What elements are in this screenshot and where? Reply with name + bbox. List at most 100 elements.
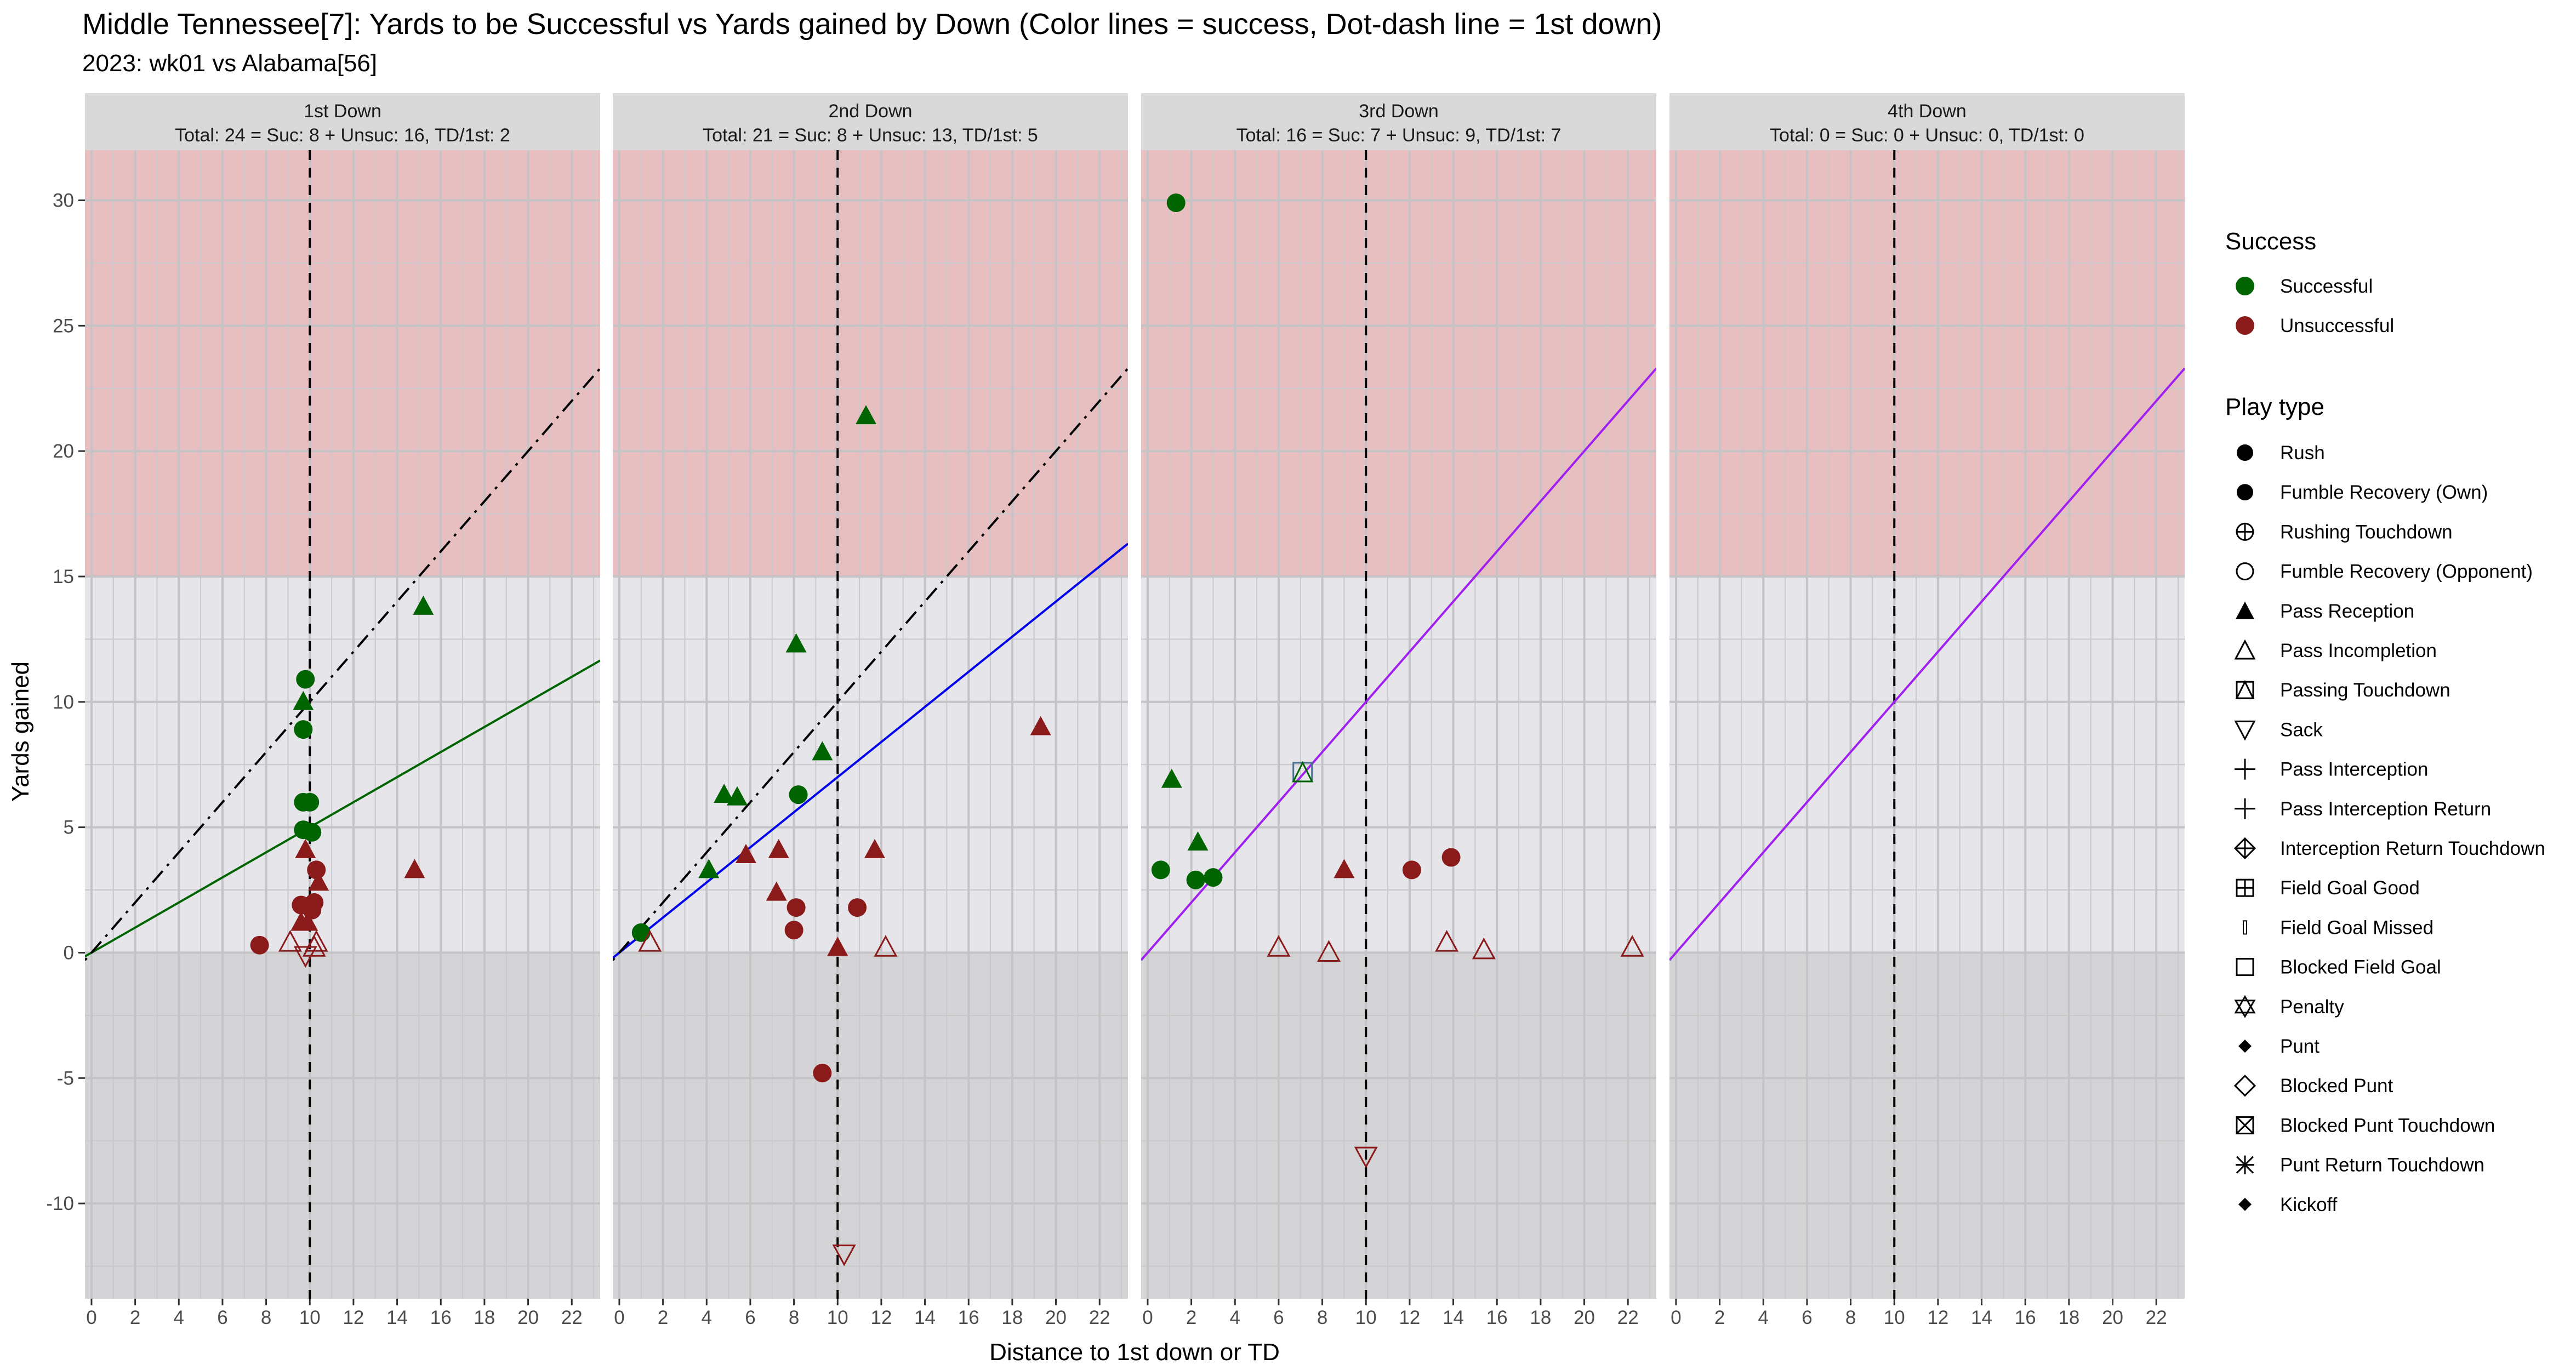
- x-tick-label: 4: [174, 1307, 184, 1328]
- data-point: [1166, 193, 1186, 213]
- y-tick-label: -10: [46, 1193, 74, 1214]
- negative-yards-band: [1141, 952, 1656, 1299]
- circle-marker: [787, 898, 806, 917]
- x-tick-label: 4: [1230, 1307, 1240, 1328]
- x-tick-label: 2: [658, 1307, 668, 1328]
- x-tick-label: 10: [827, 1307, 848, 1328]
- panel-grid: [85, 150, 600, 1299]
- plus-icon: [2235, 838, 2255, 858]
- chart-title: Middle Tennessee[7]: Yards to be Success…: [82, 8, 1662, 41]
- circle-marker: [1441, 848, 1461, 867]
- facet-panel: 3rd Down Total: 16 = Suc: 7 + Unsuc: 9, T…: [1141, 93, 1656, 1328]
- triangle-marker: [1161, 768, 1182, 788]
- y-tick-label: 25: [53, 315, 74, 336]
- data-point: [300, 792, 320, 812]
- filled-triangle-icon: [2236, 601, 2254, 619]
- x-tick-label: 6: [1273, 1307, 1284, 1328]
- circle-marker: [631, 923, 651, 942]
- x-tick-label: 12: [343, 1307, 364, 1328]
- legend-playtype-title: Play type: [2225, 393, 2324, 420]
- legend-shape-key: [2234, 995, 2256, 1018]
- legend-shape-key: [2238, 1040, 2252, 1053]
- x-tick-label: 16: [2015, 1307, 2036, 1328]
- facet-title: 3rd Down: [1359, 101, 1439, 122]
- triangle-marker: [1292, 761, 1314, 783]
- data-point: [1187, 831, 1209, 851]
- legend-shape-key: [2236, 1155, 2254, 1174]
- legend: Success Successful Unsuccessful Play type Ru…: [2225, 228, 2545, 1215]
- data-point: [766, 881, 787, 901]
- data-point: [296, 670, 315, 689]
- data-point: [813, 1064, 832, 1083]
- legend-success-title: Success: [2225, 228, 2316, 255]
- data-point: [295, 838, 316, 858]
- data-point: [1151, 860, 1170, 880]
- legend-playtype-label: Fumble Recovery (Own): [2280, 482, 2488, 503]
- legend-playtype-label: Rushing Touchdown: [2280, 521, 2453, 543]
- data-point: [735, 843, 756, 863]
- legend-playtype-label: Sack: [2280, 719, 2323, 740]
- over-15-yards-band: [1141, 150, 1656, 576]
- x-tick-label: 8: [789, 1307, 799, 1328]
- negative-yards-band: [85, 952, 600, 1299]
- negative-yards-band: [613, 952, 1128, 1299]
- open-triangle-marker: [638, 930, 662, 952]
- square-icon: [2236, 1116, 2254, 1134]
- circle-marker: [848, 898, 867, 917]
- x-tick-label: 6: [217, 1307, 227, 1328]
- facet-title: 2nd Down: [828, 101, 912, 122]
- data-point: [297, 911, 318, 931]
- success-threshold-line: [1141, 367, 1656, 961]
- y-tick-label: -5: [57, 1068, 74, 1089]
- legend-shape-key: [2237, 444, 2253, 461]
- facet-summary: Total: 16 = Suc: 7 + Unsuc: 9, TD/1st: 7: [1236, 125, 1561, 146]
- data-point: [1620, 935, 1644, 957]
- success-threshold-line: [613, 543, 1128, 959]
- facet-strip: [1141, 93, 1656, 150]
- open-triangle-marker: [278, 930, 302, 952]
- legend-shape-key: [2236, 958, 2254, 977]
- facet-panel: 4th Down Total: 0 = Suc: 0 + Unsuc: 0, TD…: [1669, 93, 2185, 1328]
- triangle-marker: [413, 595, 434, 615]
- facet-summary: Total: 0 = Suc: 0 + Unsuc: 0, TD/1st: 0: [1770, 125, 2084, 146]
- triangle-marker: [1187, 831, 1209, 851]
- data-point: [1204, 868, 1223, 887]
- data-points: [250, 595, 434, 968]
- data-points: [631, 405, 1051, 1266]
- data-point: [1472, 937, 1496, 960]
- legend-success-label: Successful: [2280, 276, 2373, 297]
- x-tick-label: 2: [130, 1307, 140, 1328]
- circle-marker: [789, 785, 808, 804]
- legend-playtype-label: Pass Incompletion: [2280, 640, 2437, 661]
- data-point: [787, 898, 806, 917]
- data-point: [413, 595, 434, 615]
- x-tick-label: 18: [1530, 1307, 1551, 1328]
- x-tick-label: 16: [1486, 1307, 1508, 1328]
- x-tick-label: 8: [1317, 1307, 1327, 1328]
- data-point: [789, 785, 808, 804]
- data-point: [864, 838, 885, 858]
- facet-panels: 1st Down Total: 24 = Suc: 8 + Unsuc: 16, …: [46, 93, 2185, 1328]
- circle-marker: [784, 921, 803, 940]
- plus-icon: [2237, 880, 2253, 897]
- asterisk-icon: [2236, 1155, 2254, 1174]
- data-point: [1030, 716, 1051, 735]
- x-tick-label: 4: [1758, 1307, 1769, 1328]
- data-point: [1317, 940, 1341, 962]
- data-point: [308, 871, 329, 891]
- x-tick-label: 0: [1142, 1307, 1153, 1328]
- data-point: [278, 930, 302, 952]
- panel-grid: [613, 150, 1128, 1299]
- circle-marker: [307, 860, 326, 880]
- legend-shape-key: [2236, 1116, 2254, 1134]
- circle-marker: [1186, 870, 1205, 889]
- x-tick-label: 2: [1186, 1307, 1196, 1328]
- y-tick-label: 5: [64, 817, 74, 838]
- x-tick-label: 16: [430, 1307, 452, 1328]
- open-triangle-marker: [1317, 940, 1341, 962]
- triangle-marker: [827, 937, 848, 956]
- legend-playtype-label: Blocked Field Goal: [2280, 957, 2441, 978]
- x-tick-label: 6: [745, 1307, 755, 1328]
- x-tick-label: 12: [1399, 1307, 1420, 1328]
- circle-marker: [294, 720, 313, 739]
